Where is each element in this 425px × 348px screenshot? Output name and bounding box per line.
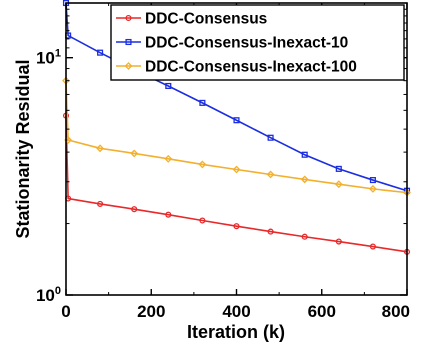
data-point xyxy=(233,117,240,124)
data-point xyxy=(130,149,139,158)
data-point xyxy=(131,206,138,213)
data-point xyxy=(369,177,376,184)
x-tick-label: 400 xyxy=(222,302,250,321)
series-line xyxy=(65,80,408,194)
data-point xyxy=(125,14,132,22)
y-tick-label: 101 xyxy=(36,48,61,68)
x-tick-label: 0 xyxy=(61,302,70,321)
x-tick-label: 600 xyxy=(308,302,336,321)
legend-label: DDC-Consensus xyxy=(145,11,267,28)
data-point xyxy=(199,99,206,106)
x-axis: 0 200 400 600 800 xyxy=(61,3,410,321)
series-line xyxy=(65,2,408,192)
y-tick-label: 100 xyxy=(36,285,61,305)
data-point xyxy=(97,200,104,207)
data-point xyxy=(301,151,308,158)
data-point xyxy=(369,243,376,250)
x-tick-label: 800 xyxy=(382,302,410,321)
series-line xyxy=(65,115,408,253)
data-point xyxy=(335,165,342,172)
data-point xyxy=(368,184,377,193)
data-point xyxy=(97,49,104,56)
data-point xyxy=(301,233,308,240)
data-point xyxy=(266,170,275,179)
x-axis-title: Iteration (k) xyxy=(187,322,285,342)
y-axis-title: Stationarity Residual xyxy=(13,59,33,238)
legend-label: DDC-Consensus-Inexact-100 xyxy=(145,59,357,76)
legend-label: DDC-Consensus-Inexact-10 xyxy=(145,35,348,52)
data-point xyxy=(125,38,132,46)
data-point xyxy=(198,160,207,169)
data-point xyxy=(267,228,274,235)
data-point xyxy=(334,180,343,189)
legend-entry: DDC-Consensus xyxy=(116,11,267,28)
x-tick-label: 200 xyxy=(137,302,165,321)
data-point xyxy=(124,62,133,70)
data-point xyxy=(164,154,173,163)
data-point xyxy=(267,134,274,141)
data-point xyxy=(300,175,309,184)
data-point xyxy=(335,238,342,245)
data-point xyxy=(165,82,172,90)
data-point xyxy=(165,211,172,218)
series-1 xyxy=(62,112,411,255)
data-point xyxy=(199,217,206,224)
series-3 xyxy=(62,76,411,197)
legend-entry: DDC-Consensus-Inexact-100 xyxy=(116,59,357,76)
data-point xyxy=(233,223,240,230)
data-point xyxy=(96,144,105,153)
legend: DDC-Consensus DDC-Consensus-Inexact-10 DDC… xyxy=(110,4,405,81)
legend-entry: DDC-Consensus-Inexact-10 xyxy=(116,35,348,52)
legend-box xyxy=(110,4,405,81)
data-point xyxy=(232,165,241,174)
